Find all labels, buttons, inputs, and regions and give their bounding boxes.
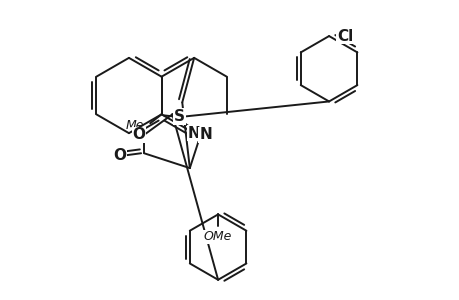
Text: S: S xyxy=(174,109,185,124)
Text: Me: Me xyxy=(125,119,144,132)
Text: O: O xyxy=(112,148,126,163)
Text: N: N xyxy=(187,126,200,141)
Text: N: N xyxy=(199,128,212,142)
Text: O: O xyxy=(132,128,146,142)
Text: OMe: OMe xyxy=(203,230,232,243)
Text: Cl: Cl xyxy=(336,28,353,44)
